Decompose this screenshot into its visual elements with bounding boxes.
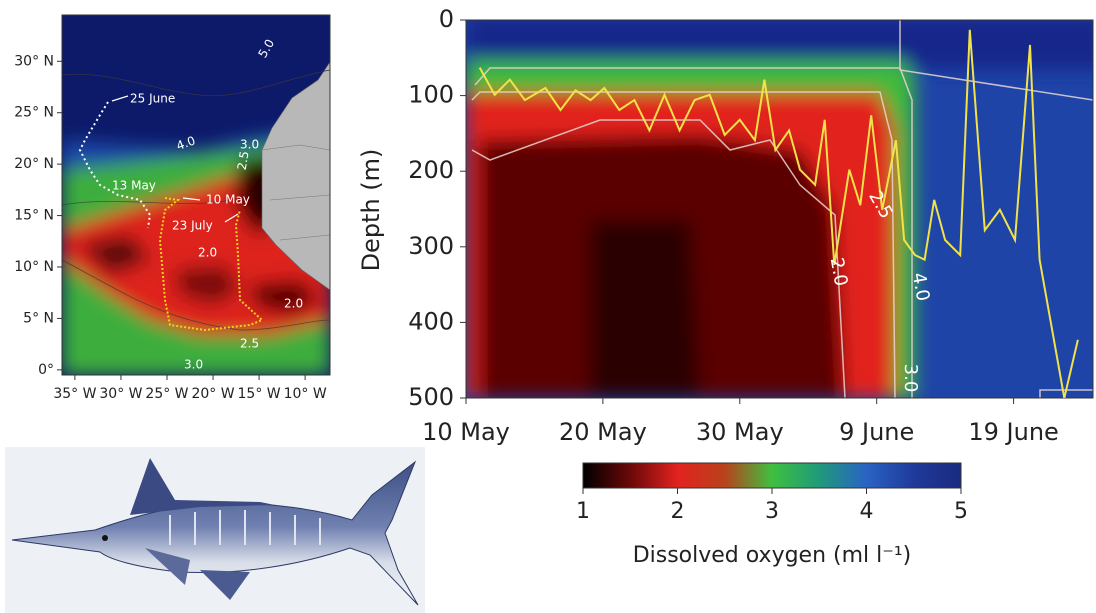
y-tick-label: 5° N — [23, 310, 54, 326]
contour-label: 3.0 — [900, 364, 921, 393]
x-tick-label: 35° W — [53, 386, 96, 402]
colorbar-tick-label: 1 — [576, 499, 590, 524]
y-tick-label: 0 — [439, 5, 454, 33]
map-annotation: 25 June — [130, 92, 175, 106]
x-tick-label: 15° W — [238, 386, 281, 402]
y-tick-label: 200 — [408, 156, 454, 184]
x-tick-label: 10 May — [422, 418, 510, 446]
map-annotation: 10 May — [206, 193, 250, 207]
y-tick-label: 15° N — [14, 208, 54, 224]
colorbar-tick-label: 4 — [860, 499, 874, 524]
y-tick-label: 10° N — [14, 259, 54, 275]
x-tick-label: 10° W — [284, 386, 327, 402]
x-tick-label: 30 May — [696, 418, 784, 446]
oxygen-field — [466, 15, 1096, 398]
colorbar — [583, 463, 961, 488]
y-tick-label: 30° N — [14, 53, 54, 69]
map-annotation: 13 May — [112, 179, 156, 193]
map-annotation: 3.0 — [184, 358, 203, 372]
x-tick-label: 19 June — [968, 418, 1058, 446]
x-tick-label: 30° W — [99, 386, 142, 402]
x-tick-label: 20° W — [191, 386, 234, 402]
y-tick-label: 25° N — [14, 105, 54, 121]
y-tick-label: 400 — [408, 307, 454, 335]
map-annotation: 3.0 — [240, 138, 259, 152]
x-tick-label: 25° W — [145, 386, 188, 402]
y-tick-label: 0° — [38, 362, 54, 378]
map-field — [62, 15, 330, 375]
x-tick-label: 9 June — [839, 418, 914, 446]
map-annotation: 2.5 — [240, 337, 259, 351]
colorbar-tick-label: 3 — [765, 499, 779, 524]
map-annotation: 23 July — [172, 219, 213, 233]
colorbar-tick-label: 2 — [671, 499, 685, 524]
map-annotation: 2.0 — [198, 246, 217, 260]
figure: 35° W30° W25° W20° W15° W10° W 0° 5° N 10° … — [0, 0, 1096, 613]
x-tick-label: 20 May — [559, 418, 647, 446]
page: 35° W30° W25° W20° W15° W10° W 0° 5° N 10° … — [0, 0, 1096, 613]
y-tick-label: 20° N — [14, 156, 54, 172]
colorbar-label: Dissolved oxygen (ml l⁻¹) — [633, 543, 912, 568]
map-annotation: 2.0 — [284, 297, 303, 311]
y-tick-label: 300 — [408, 232, 454, 260]
marlin-illustration — [5, 447, 425, 613]
y-axis-label: Depth (m) — [357, 149, 385, 272]
y-tick-label: 500 — [408, 383, 454, 411]
colorbar-tick-label: 5 — [954, 499, 968, 524]
y-tick-label: 100 — [408, 81, 454, 109]
